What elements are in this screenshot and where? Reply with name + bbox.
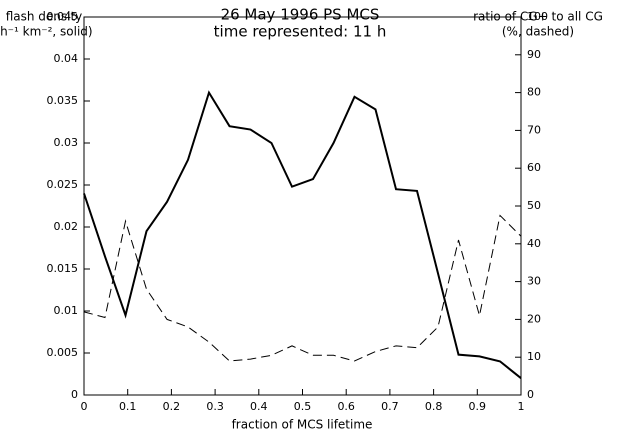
x-tick-label: 0.6 bbox=[337, 400, 355, 413]
y-tick-label: 0.015 bbox=[47, 262, 79, 275]
chart-title: 26 May 1996 PS MCS bbox=[221, 6, 380, 24]
y2-tick-label: 70 bbox=[527, 123, 541, 136]
x-tick-label: 0.4 bbox=[250, 400, 268, 413]
y-tick-label: 0 bbox=[71, 388, 78, 401]
y2-tick-label: 20 bbox=[527, 312, 541, 325]
x-tick-label: 0.2 bbox=[163, 400, 181, 413]
y-tick-label: 0.025 bbox=[47, 178, 79, 191]
x-tick-label: 0.3 bbox=[206, 400, 224, 413]
data-line bbox=[83, 90, 522, 379]
x-axis-label: fraction of MCS lifetime bbox=[232, 418, 373, 432]
x-tick-label: 1 bbox=[518, 400, 525, 413]
y2-tick-label: 100 bbox=[527, 10, 548, 23]
y2-tick-label: 0 bbox=[527, 388, 534, 401]
x-tick-label: 0.8 bbox=[425, 400, 443, 413]
y-tick-label: 0.01 bbox=[54, 304, 79, 317]
y-tick-label: 0.02 bbox=[54, 220, 79, 233]
y-tick-label: 0.04 bbox=[54, 52, 79, 65]
x-tick-label: 0.9 bbox=[469, 400, 487, 413]
plot-frame bbox=[83, 16, 522, 396]
chart-subtitle: time represented: 11 h bbox=[214, 23, 387, 41]
y-tick-label: 0.03 bbox=[54, 136, 79, 149]
y2-tick-label: 90 bbox=[527, 48, 541, 61]
y-axis-units: (h⁻¹ km⁻², solid) bbox=[0, 25, 93, 39]
y2-tick-label: 80 bbox=[527, 86, 541, 99]
y2-tick-label: 30 bbox=[527, 275, 541, 288]
y2-tick-label: 10 bbox=[527, 350, 541, 363]
y-axis-label: flash density bbox=[6, 10, 83, 24]
x-tick-label: 0.7 bbox=[381, 400, 399, 413]
y2-axis-units: (%, dashed) bbox=[502, 25, 574, 39]
data-line bbox=[83, 214, 522, 362]
y-tick-label: 0.045 bbox=[47, 10, 79, 23]
x-tick-label: 0.5 bbox=[294, 400, 312, 413]
y-tick-label: 0.005 bbox=[47, 346, 79, 359]
y2-axis-label: ratio of CG+ to all CG bbox=[473, 10, 603, 24]
x-tick-label: 0 bbox=[81, 400, 88, 413]
y-tick-label: 0.035 bbox=[47, 94, 79, 107]
y2-tick-label: 60 bbox=[527, 161, 541, 174]
y2-tick-label: 50 bbox=[527, 199, 541, 212]
y2-tick-label: 40 bbox=[527, 237, 541, 250]
x-tick-label: 0.1 bbox=[119, 400, 137, 413]
